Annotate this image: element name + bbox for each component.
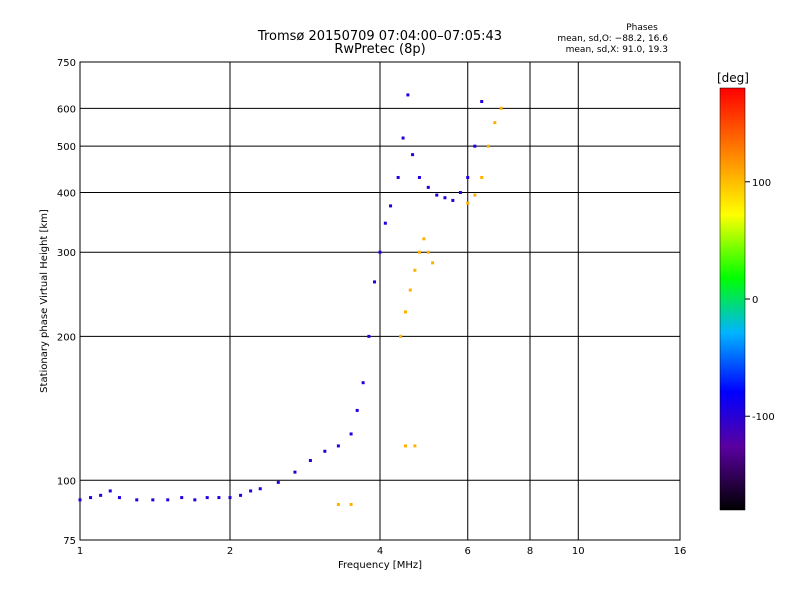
data-point xyxy=(411,153,415,157)
y-tick-label: 300 xyxy=(57,248,76,259)
x-tick-label: 16 xyxy=(674,546,687,557)
x-tick-label: 4 xyxy=(377,546,383,557)
data-point xyxy=(406,93,410,97)
x-tick-label: 2 xyxy=(227,546,233,557)
data-point xyxy=(413,268,417,272)
data-point xyxy=(349,502,353,506)
data-point xyxy=(258,487,262,491)
data-point xyxy=(117,496,121,500)
data-point xyxy=(78,498,82,502)
data-point xyxy=(217,496,221,500)
data-point xyxy=(89,496,93,500)
data-point xyxy=(499,106,503,110)
data-point xyxy=(413,444,417,448)
data-point xyxy=(361,381,365,385)
data-point xyxy=(293,470,297,474)
data-point xyxy=(493,121,497,125)
data-point xyxy=(458,190,462,194)
x-tick-labels: 1 2 4 6 8 10 16 xyxy=(77,546,687,557)
data-point xyxy=(180,496,184,500)
data-point xyxy=(426,185,430,189)
y-tick-label: 600 xyxy=(57,104,76,115)
data-point xyxy=(249,489,253,493)
data-point xyxy=(443,196,447,200)
y-tick-label: 400 xyxy=(57,188,76,199)
data-point xyxy=(451,198,455,202)
y-tick-label: 200 xyxy=(57,332,76,343)
data-point xyxy=(466,201,470,205)
data-point xyxy=(422,237,426,241)
colorbar-ticks: 100 0 -100 xyxy=(745,178,775,423)
colorbar-tick-label: 100 xyxy=(752,178,771,189)
data-point xyxy=(417,175,421,179)
grid-lines xyxy=(80,62,680,540)
data-point xyxy=(486,144,490,148)
x-tick-label: 8 xyxy=(527,546,533,557)
data-point xyxy=(336,444,340,448)
phases-mean-x: mean, sd,X: 91.0, 19.3 xyxy=(566,45,668,55)
data-point xyxy=(401,136,405,140)
x-tick-label: 6 xyxy=(465,546,471,557)
data-point xyxy=(336,502,340,506)
data-point xyxy=(403,310,407,314)
colorbar-tick-label: 0 xyxy=(752,295,758,306)
data-point xyxy=(99,493,103,497)
data-point xyxy=(466,175,470,179)
y-axis-label: Stationary phase Virtual Height [km] xyxy=(39,209,50,393)
data-point xyxy=(473,193,477,197)
data-point xyxy=(367,334,371,338)
data-point xyxy=(373,280,377,284)
data-point xyxy=(135,498,139,502)
data-point xyxy=(323,449,327,453)
data-point xyxy=(166,498,170,502)
data-point xyxy=(426,250,430,254)
colorbar xyxy=(719,87,746,511)
data-point xyxy=(151,498,155,502)
data-point xyxy=(431,261,435,265)
y-tick-label: 100 xyxy=(57,476,76,487)
colorbar-label: [deg] xyxy=(717,71,749,85)
x-tick-label: 1 xyxy=(77,546,83,557)
data-point xyxy=(408,288,412,292)
data-point xyxy=(480,175,484,179)
data-point xyxy=(403,444,407,448)
data-point xyxy=(308,458,312,462)
data-point xyxy=(228,496,232,500)
phases-heading: Phases xyxy=(626,23,658,33)
data-point xyxy=(239,493,243,497)
data-point xyxy=(399,334,403,338)
data-point xyxy=(396,175,400,179)
y-tick-label: 75 xyxy=(63,536,76,547)
data-point xyxy=(355,408,359,412)
data-point xyxy=(349,432,353,436)
data-point xyxy=(480,100,484,104)
chart-title: Tromsø 20150709 07:04:00–07:05:43 xyxy=(257,29,502,44)
phases-mean-o: mean, sd,O: −88.2, 16.6 xyxy=(557,34,668,44)
data-point xyxy=(473,144,477,148)
data-point xyxy=(205,496,209,500)
data-point xyxy=(417,250,421,254)
data-point xyxy=(389,204,393,208)
data-point xyxy=(383,221,387,225)
data-point xyxy=(276,480,280,484)
y-tick-labels: 75 100 200 300 400 500 600 750 xyxy=(57,58,76,547)
chart-subtitle: RwPretec (8p) xyxy=(334,42,425,57)
plot-frame xyxy=(79,61,681,541)
x-axis-label: Frequency [MHz] xyxy=(338,560,422,571)
colorbar-tick-label: -100 xyxy=(752,412,775,423)
data-point xyxy=(193,498,197,502)
data-point xyxy=(378,250,382,254)
x-tick-label: 10 xyxy=(572,546,585,557)
data-point xyxy=(435,193,439,197)
y-tick-label: 500 xyxy=(57,142,76,153)
data-points xyxy=(78,93,503,506)
y-tick-label: 750 xyxy=(57,58,76,69)
data-point xyxy=(108,489,112,493)
